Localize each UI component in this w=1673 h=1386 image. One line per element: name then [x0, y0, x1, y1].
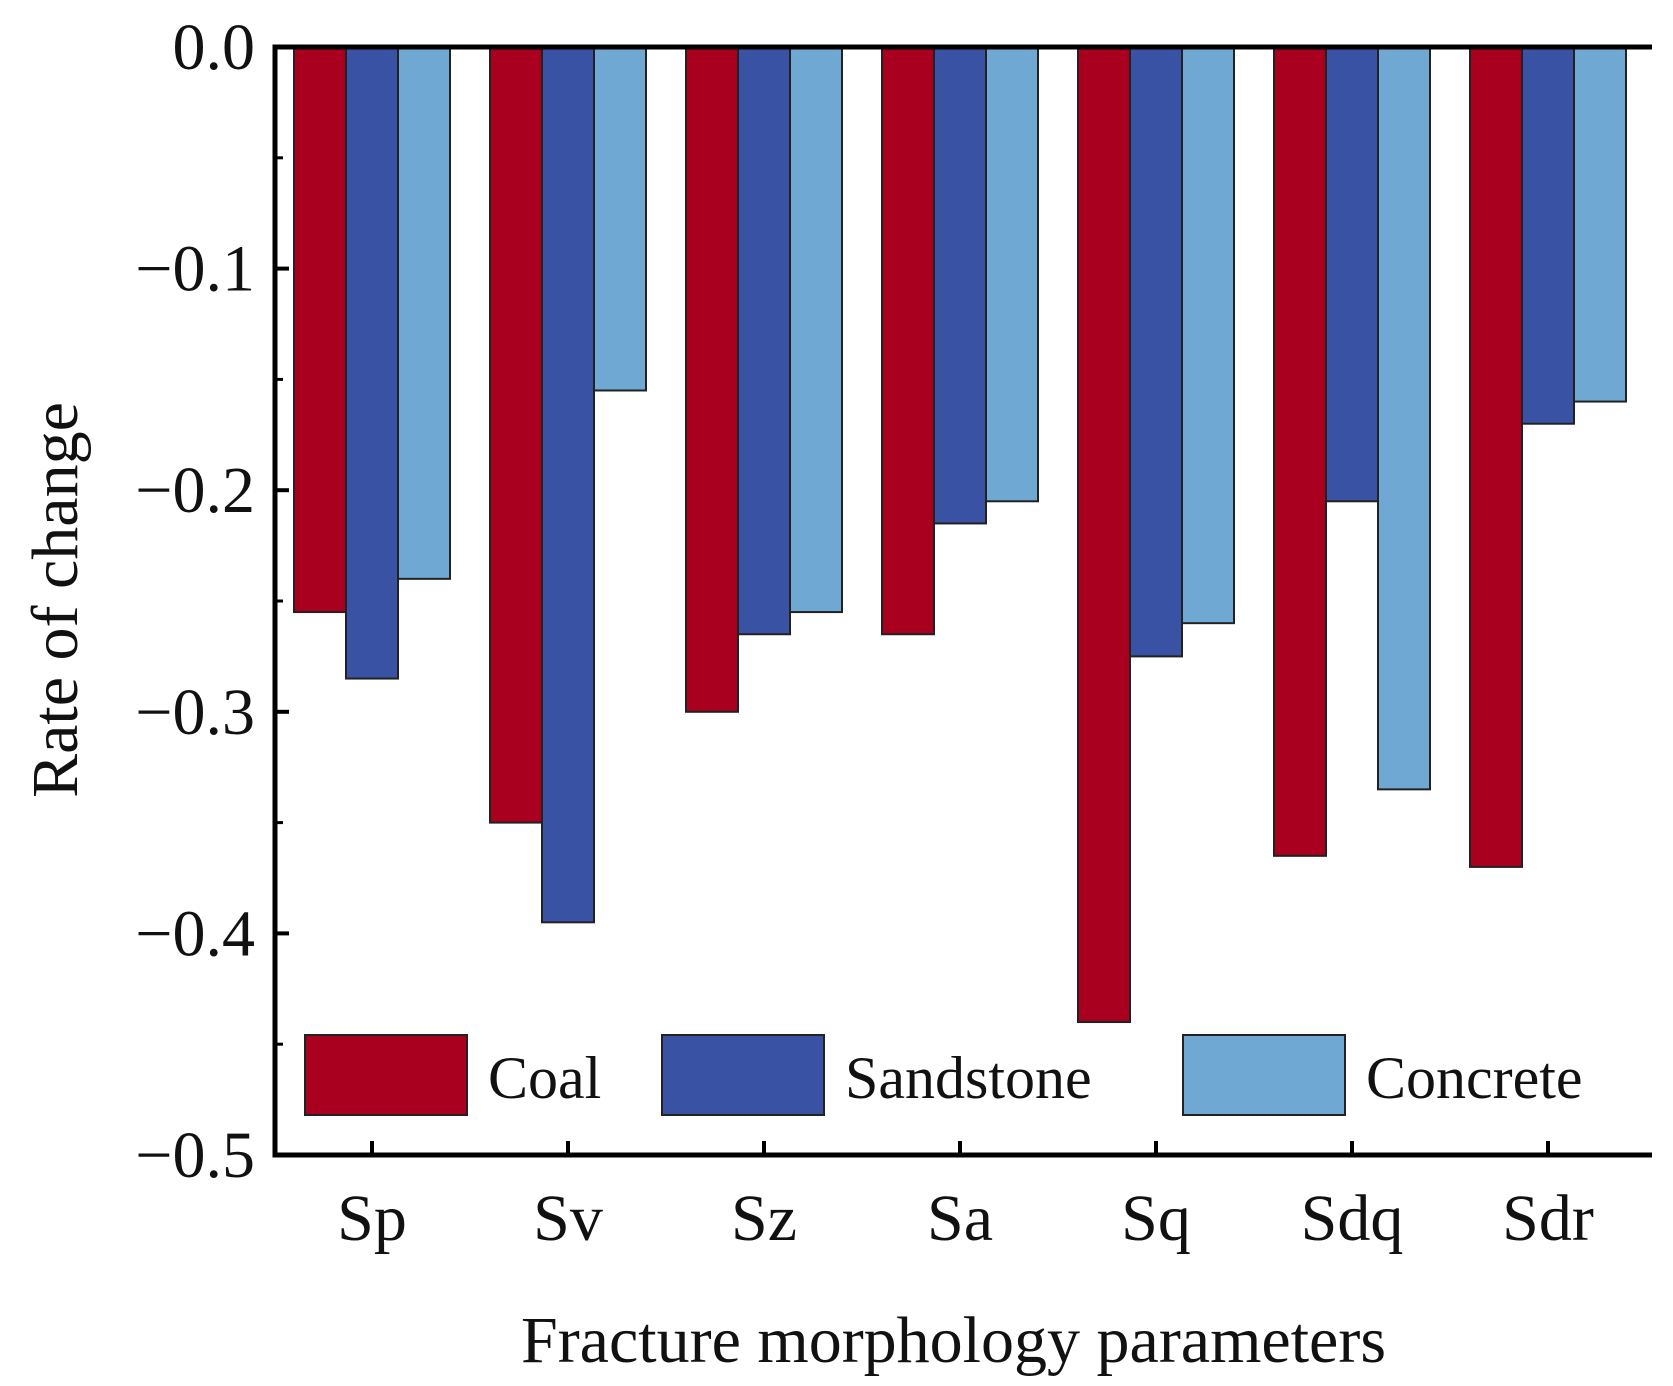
- bar-sandstone-sq: [1129, 46, 1183, 658]
- bar-coal-sa: [881, 46, 935, 636]
- bar-concrete-sdq: [1377, 46, 1431, 791]
- bar-concrete-sa: [985, 46, 1039, 503]
- x-tick-label: Sz: [731, 1182, 797, 1255]
- bar-coal-sz: [685, 46, 739, 713]
- bars-group: [293, 46, 1627, 1024]
- bar-concrete-sz: [789, 46, 843, 614]
- x-ticks-group: Sp Sv Sz Sa Sq Sdq Sdr: [337, 1141, 1594, 1255]
- x-tick-label: Sdq: [1301, 1182, 1404, 1255]
- y-tick-label: −0.1: [135, 233, 255, 306]
- bar-concrete-sv: [593, 46, 647, 392]
- legend-label-concrete: Concrete: [1366, 1045, 1583, 1111]
- legend: Coal Sandstone Concrete: [304, 1034, 1583, 1116]
- y-tick-label: −0.2: [135, 454, 255, 527]
- x-tick-label: Sp: [337, 1182, 407, 1255]
- y-tick-label: −0.4: [135, 897, 255, 970]
- legend-label-coal: Coal: [488, 1045, 601, 1111]
- bar-coal-sdr: [1469, 46, 1523, 868]
- legend-swatch-sandstone: [661, 1034, 825, 1116]
- y-tick-label: 0.0: [173, 11, 256, 84]
- bar-coal-sv: [489, 46, 543, 824]
- x-tick-label: Sq: [1121, 1182, 1191, 1255]
- bar-concrete-sdr: [1573, 46, 1627, 403]
- x-tick-label: Sv: [533, 1182, 603, 1255]
- legend-swatch-concrete: [1182, 1034, 1346, 1116]
- bar-coal-sdq: [1273, 46, 1327, 857]
- bar-sandstone-sa: [933, 46, 987, 525]
- bar-sandstone-sv: [541, 46, 595, 924]
- bar-concrete-sq: [1181, 46, 1235, 625]
- bar-coal-sq: [1077, 46, 1131, 1024]
- bar-sandstone-sdr: [1521, 46, 1575, 425]
- bar-sandstone-sdq: [1325, 46, 1379, 503]
- x-axis-title: Fracture morphology parameters: [521, 1304, 1386, 1377]
- legend-swatch-coal: [304, 1034, 468, 1116]
- x-tick-label: Sa: [927, 1182, 993, 1255]
- y-axis-title: Rate of change: [19, 402, 92, 798]
- x-tick-label: Sdr: [1502, 1182, 1594, 1255]
- bar-sandstone-sp: [345, 46, 399, 680]
- bar-coal-sp: [293, 46, 347, 614]
- legend-label-sandstone: Sandstone: [845, 1045, 1092, 1111]
- y-tick-label: −0.5: [135, 1119, 255, 1192]
- y-ticks-group: 0.0 −0.1 −0.2 −0.3 −0.4 −0.5: [135, 11, 289, 1192]
- bar-concrete-sp: [397, 46, 451, 580]
- bar-sandstone-sz: [737, 46, 791, 636]
- y-tick-label: −0.3: [135, 676, 255, 749]
